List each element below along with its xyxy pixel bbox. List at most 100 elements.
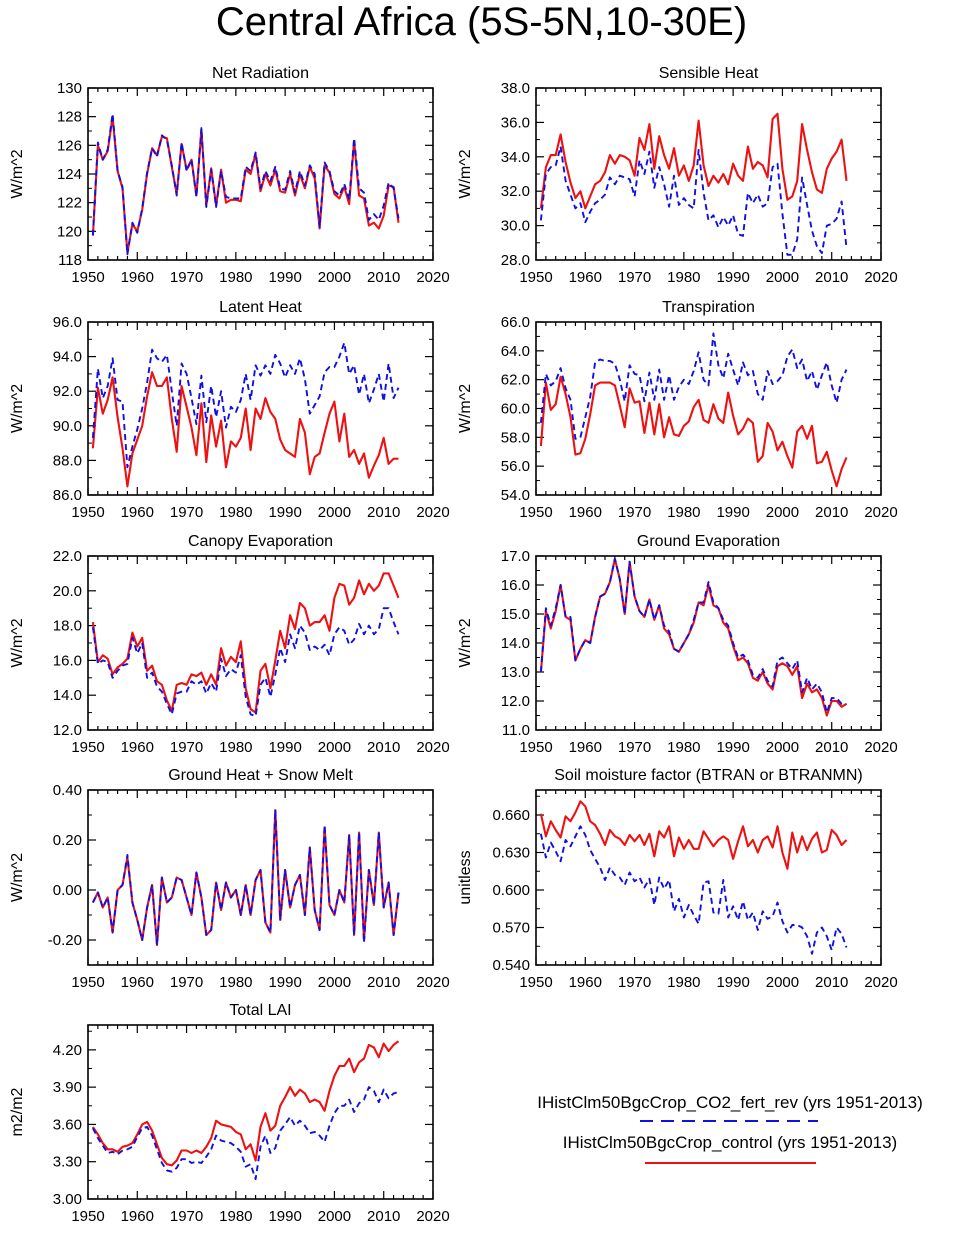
- y-tick-label: 128: [57, 109, 82, 126]
- x-tick-label: 2000: [318, 269, 351, 286]
- panel-net-radiation: Net Radiation W/m^2 1950 1960 1970 1980 1990 20…: [9, 65, 450, 286]
- panel-title: Ground Evaporation: [637, 533, 780, 550]
- series-line-co2-fert-rev: [539, 825, 848, 955]
- series-line-co2-fert-rev: [92, 1086, 399, 1181]
- x-tick-label: 2020: [864, 974, 897, 991]
- y-tick-label: 58.0: [501, 429, 530, 446]
- y-axis-label: W/m^2: [9, 149, 26, 198]
- y-tick-label: 3.60: [53, 1116, 82, 1133]
- y-tick-label: 94.0: [53, 349, 82, 366]
- x-tick-label: 1990: [268, 269, 301, 286]
- legend-label-control: IHistClm50BgcCrop_control (yrs 1951-2013…: [563, 1133, 897, 1152]
- x-tick-label: 1970: [170, 1208, 203, 1225]
- legend: IHistClm50BgcCrop_CO2_fert_rev (yrs 1951…: [537, 1093, 923, 1164]
- series-line-co2-fert-rev: [539, 332, 848, 440]
- x-tick-label: 2000: [318, 504, 351, 521]
- panel-latent-heat: Latent Heat W/m^2 1950 1960 1970 1980 1990 2000…: [9, 299, 450, 521]
- x-tick-label: 2010: [367, 269, 400, 286]
- x-tick-label: 1950: [71, 739, 104, 756]
- x-tick-label: 1960: [569, 974, 602, 991]
- y-tick-label: 34.0: [501, 149, 530, 166]
- x-tick-label: 1990: [268, 1208, 301, 1225]
- x-tick-label: 2020: [416, 739, 449, 756]
- series-line-control: [91, 371, 399, 488]
- y-tick-label: 30.0: [501, 218, 530, 235]
- y-tick-label: 3.00: [53, 1191, 82, 1208]
- y-tick-label: 60.0: [501, 401, 530, 418]
- x-tick-label: 1980: [667, 504, 700, 521]
- panel-title: Transpiration: [662, 299, 755, 316]
- y-tick-label: 12.0: [501, 693, 530, 710]
- x-tick-label: 2010: [367, 504, 400, 521]
- series-line-control: [539, 375, 848, 488]
- y-axis-label: W/m^2: [457, 384, 474, 433]
- y-tick-label: 4.20: [53, 1042, 82, 1059]
- y-tick-label: 122: [57, 195, 82, 212]
- x-tick-label: 2020: [416, 1208, 449, 1225]
- x-tick-label: 2020: [864, 504, 897, 521]
- plot-frame: [535, 321, 882, 496]
- series-line-co2-fert-rev: [539, 145, 848, 256]
- x-tick-label: 2010: [367, 739, 400, 756]
- x-tick-label: 1970: [618, 739, 651, 756]
- x-tick-label: 1960: [121, 269, 154, 286]
- y-axis-label: W/m^2: [457, 149, 474, 198]
- x-tick-label: 1950: [519, 974, 552, 991]
- x-tick-label: 2000: [318, 739, 351, 756]
- y-tick-label: 88.0: [53, 452, 82, 469]
- plot-frame: [535, 789, 882, 966]
- y-axis-label: W/m^2: [9, 384, 26, 433]
- plot-frame: [87, 87, 434, 261]
- x-tick-label: 2010: [815, 739, 848, 756]
- x-tick-label: 1950: [71, 504, 104, 521]
- x-tick-label: 2010: [815, 974, 848, 991]
- panel-title: Total LAI: [229, 1002, 291, 1019]
- panel-title: Latent Heat: [219, 299, 302, 316]
- series-line-co2-fert-rev: [92, 809, 400, 946]
- x-tick-label: 1990: [716, 739, 749, 756]
- y-tick-label: 62.0: [501, 372, 530, 389]
- x-tick-label: 2010: [815, 269, 848, 286]
- series-line-control: [92, 1040, 400, 1167]
- y-axis-label: W/m^2: [9, 618, 26, 667]
- y-tick-label: 22.0: [53, 548, 82, 565]
- x-tick-label: 1950: [71, 1208, 104, 1225]
- x-tick-label: 1950: [71, 269, 104, 286]
- x-tick-label: 1980: [219, 1208, 252, 1225]
- y-tick-label: 86.0: [53, 487, 82, 504]
- panel-canopy-evaporation: Canopy Evaporation W/m^2 1950 1960 1970 1980 1…: [9, 533, 450, 756]
- x-tick-label: 1980: [219, 269, 252, 286]
- y-tick-label: 15.0: [501, 606, 530, 623]
- x-tick-label: 1990: [716, 504, 749, 521]
- panel-title: Sensible Heat: [659, 65, 759, 82]
- x-tick-label: 1980: [219, 504, 252, 521]
- y-tick-label: 28.0: [501, 252, 530, 269]
- panel-title: Soil moisture factor (BTRAN or BTRANMN): [554, 767, 863, 784]
- x-tick-label: 1980: [219, 739, 252, 756]
- x-tick-label: 1980: [667, 974, 700, 991]
- y-axis-label: W/m^2: [9, 853, 26, 902]
- plot-frame: [87, 789, 434, 966]
- x-tick-label: 1960: [121, 504, 154, 521]
- y-tick-label: 32.0: [501, 183, 530, 200]
- plot-frame: [87, 321, 434, 496]
- x-tick-label: 2000: [318, 974, 351, 991]
- y-tick-label: 54.0: [501, 487, 530, 504]
- y-tick-label: -0.20: [48, 932, 82, 949]
- x-tick-label: 1970: [170, 269, 203, 286]
- series-line-control: [91, 115, 400, 254]
- y-tick-label: 20.0: [53, 583, 82, 600]
- y-tick-label: 120: [57, 223, 82, 240]
- y-tick-label: 17.0: [501, 548, 530, 565]
- x-tick-label: 1970: [170, 504, 203, 521]
- y-axis-label: W/m^2: [457, 618, 474, 667]
- panel-title: Ground Heat + Snow Melt: [168, 767, 353, 784]
- x-tick-label: 1960: [121, 974, 154, 991]
- x-tick-label: 2020: [416, 269, 449, 286]
- x-tick-label: 1970: [618, 974, 651, 991]
- x-tick-label: 1970: [170, 974, 203, 991]
- series-line-co2-fert-rev: [91, 607, 400, 718]
- x-tick-label: 1990: [268, 974, 301, 991]
- series-line-control: [539, 800, 848, 870]
